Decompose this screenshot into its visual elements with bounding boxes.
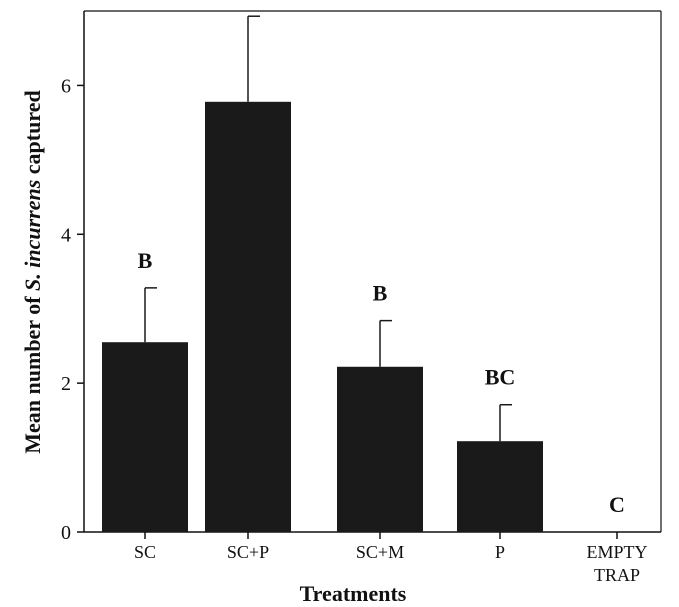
x-category-label: SC+M	[356, 542, 404, 562]
y-ticks: 0 2 4 6	[61, 75, 618, 544]
x-category-label: SC	[134, 542, 156, 562]
y-axis-title-suffix: captured	[20, 90, 45, 179]
x-category-label-line: SC	[134, 542, 156, 562]
x-category-label-line: TRAP	[594, 565, 640, 585]
x-category-label: P	[495, 542, 505, 562]
y-tick-label: 4	[61, 224, 71, 246]
y-axis-title-species: S. incurrens	[20, 180, 45, 291]
group-letter-label: BC	[485, 365, 516, 390]
group-letter-label: B	[373, 281, 388, 306]
x-category-label-line: EMPTY	[586, 542, 647, 562]
group-letter-label: B	[138, 248, 153, 273]
x-category-label: SC+P	[227, 542, 269, 562]
bar	[457, 441, 543, 532]
error-bars	[144, 15, 512, 442]
x-category-labels: SC SC+P SC+M P EMPTY TRAP	[134, 542, 648, 585]
bar	[102, 342, 188, 532]
y-axis-title: Mean number of S. incurrens captured	[20, 90, 45, 453]
bar	[337, 366, 423, 532]
y-tick-label: 2	[61, 373, 71, 395]
y-tick-label: 6	[61, 75, 71, 97]
bar	[205, 101, 291, 532]
x-category-label-line: SC+P	[227, 542, 269, 562]
x-category-label-line: P	[495, 542, 505, 562]
bars	[102, 101, 543, 532]
x-category-label-line: SC+M	[356, 542, 404, 562]
y-tick-label: 0	[61, 522, 71, 544]
y-axis-title-prefix: Mean number of	[20, 291, 45, 454]
group-letter-label: A	[240, 0, 256, 1]
group-letters: B A B BC C	[138, 0, 625, 517]
x-category-label: EMPTY TRAP	[586, 542, 647, 585]
x-axis-title: Treatments	[300, 581, 407, 606]
group-letter-label: C	[609, 492, 625, 517]
